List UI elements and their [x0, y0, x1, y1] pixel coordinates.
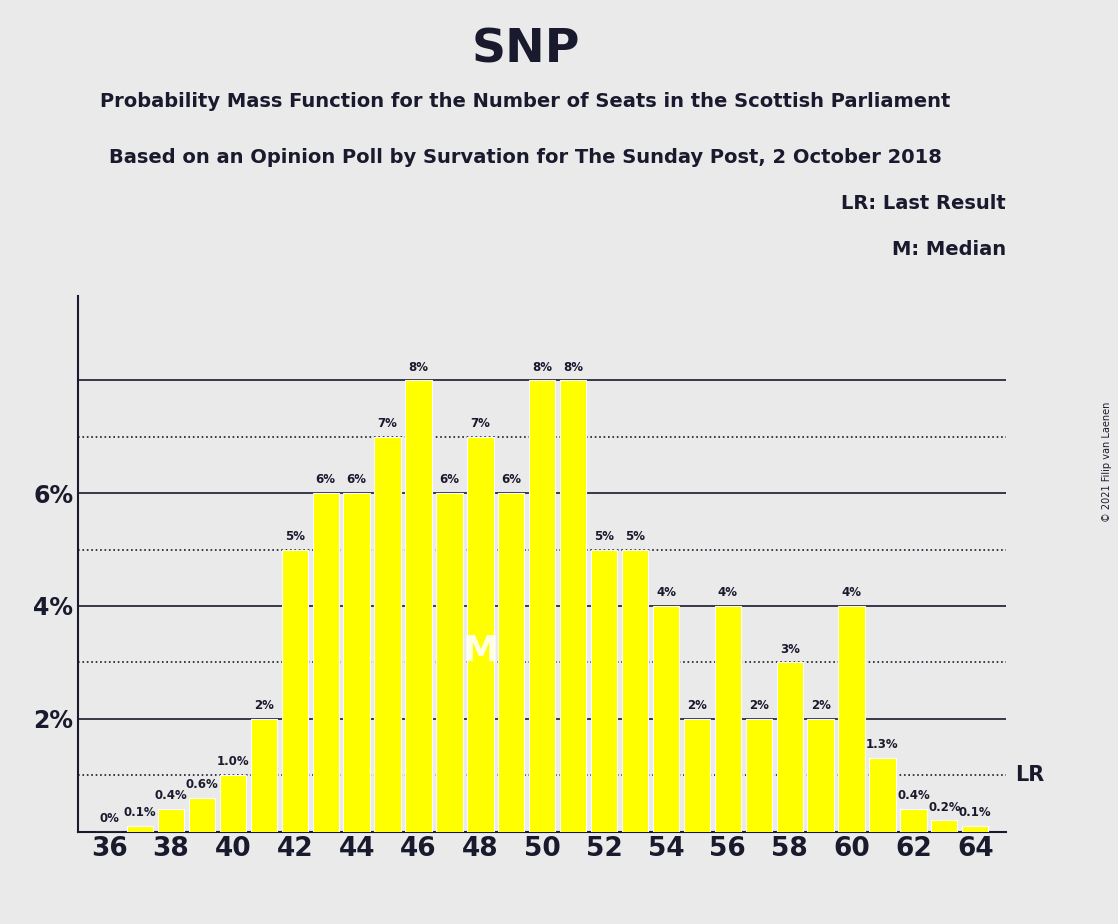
- Text: 2%: 2%: [749, 699, 769, 712]
- Text: 8%: 8%: [408, 360, 428, 373]
- Text: 4%: 4%: [842, 586, 862, 599]
- Bar: [684, 719, 710, 832]
- Text: LR: LR: [1015, 765, 1044, 785]
- Bar: [220, 775, 246, 832]
- Text: 3%: 3%: [779, 642, 799, 656]
- Text: SNP: SNP: [471, 28, 580, 73]
- Text: © 2021 Filip van Laenen: © 2021 Filip van Laenen: [1102, 402, 1112, 522]
- Bar: [838, 606, 864, 832]
- Text: 2%: 2%: [811, 699, 831, 712]
- Text: M: M: [463, 634, 499, 668]
- Text: 6%: 6%: [439, 473, 459, 486]
- Text: 4%: 4%: [718, 586, 738, 599]
- Bar: [560, 381, 586, 832]
- Text: M: Median: M: Median: [892, 240, 1006, 260]
- Bar: [529, 381, 556, 832]
- Bar: [777, 663, 803, 832]
- Bar: [406, 381, 432, 832]
- Text: 1.0%: 1.0%: [217, 756, 249, 769]
- Bar: [343, 493, 370, 832]
- Text: Based on an Opinion Poll by Survation for The Sunday Post, 2 October 2018: Based on an Opinion Poll by Survation fo…: [110, 148, 941, 167]
- Bar: [591, 550, 617, 832]
- Text: 2%: 2%: [254, 699, 274, 712]
- Bar: [714, 606, 741, 832]
- Text: 6%: 6%: [315, 473, 335, 486]
- Text: 0.4%: 0.4%: [154, 789, 188, 802]
- Bar: [250, 719, 277, 832]
- Bar: [622, 550, 648, 832]
- Bar: [467, 437, 493, 832]
- Text: 8%: 8%: [532, 360, 552, 373]
- Text: 6%: 6%: [501, 473, 521, 486]
- Text: 4%: 4%: [656, 586, 676, 599]
- Bar: [807, 719, 834, 832]
- Bar: [499, 493, 524, 832]
- Bar: [127, 826, 153, 832]
- Bar: [313, 493, 339, 832]
- Text: 0.2%: 0.2%: [928, 800, 960, 813]
- Bar: [931, 821, 957, 832]
- Bar: [189, 797, 215, 832]
- Text: 7%: 7%: [471, 417, 491, 430]
- Text: 5%: 5%: [625, 529, 645, 542]
- Text: 1.3%: 1.3%: [866, 738, 899, 751]
- Text: 0.1%: 0.1%: [124, 806, 157, 820]
- Text: Probability Mass Function for the Number of Seats in the Scottish Parliament: Probability Mass Function for the Number…: [101, 92, 950, 112]
- Text: 7%: 7%: [378, 417, 398, 430]
- Bar: [653, 606, 679, 832]
- Text: 0%: 0%: [100, 812, 120, 825]
- Bar: [158, 809, 184, 832]
- Bar: [282, 550, 307, 832]
- Text: 5%: 5%: [594, 529, 614, 542]
- Text: 2%: 2%: [686, 699, 707, 712]
- Text: 0.1%: 0.1%: [959, 806, 992, 820]
- Text: LR: Last Result: LR: Last Result: [842, 194, 1006, 213]
- Text: 8%: 8%: [563, 360, 584, 373]
- Text: 0.6%: 0.6%: [186, 778, 218, 791]
- Bar: [870, 759, 896, 832]
- Text: 5%: 5%: [285, 529, 305, 542]
- Bar: [900, 809, 927, 832]
- Bar: [963, 826, 988, 832]
- Text: 0.4%: 0.4%: [897, 789, 930, 802]
- Text: 6%: 6%: [347, 473, 367, 486]
- Bar: [375, 437, 400, 832]
- Bar: [436, 493, 463, 832]
- Bar: [746, 719, 771, 832]
